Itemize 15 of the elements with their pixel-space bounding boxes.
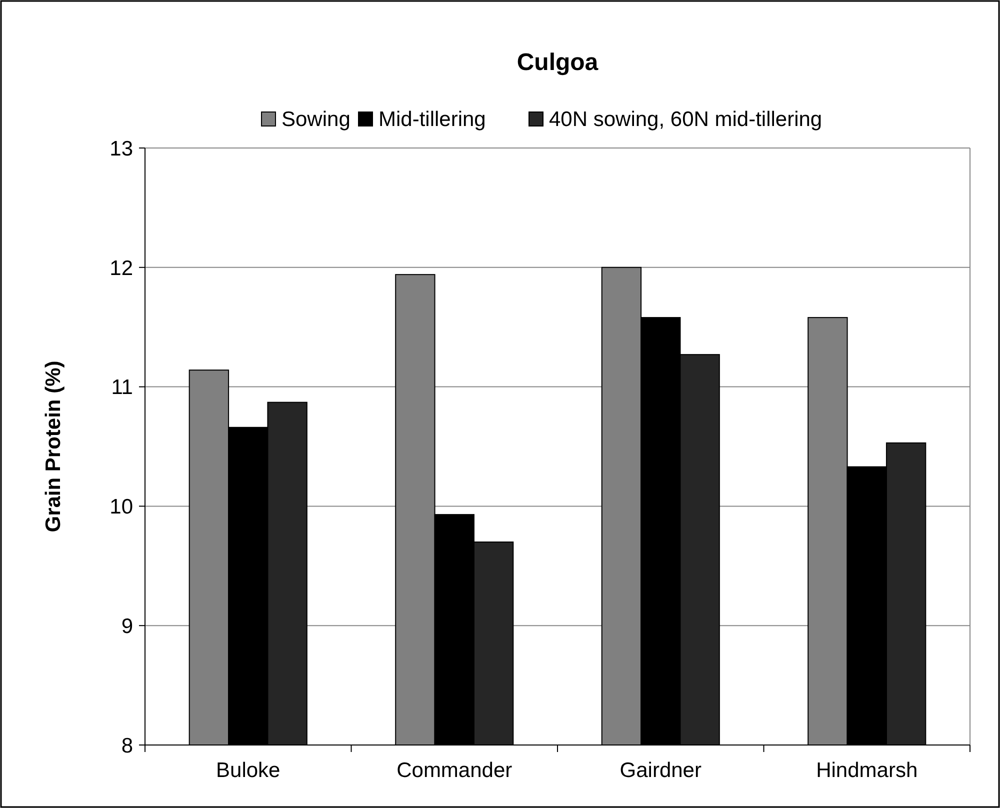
legend-label: Mid-tillering — [378, 108, 486, 131]
y-tick-label: 13 — [110, 137, 133, 160]
y-tick-label: 10 — [110, 496, 133, 519]
chart-title: Culgoa — [516, 49, 599, 76]
y-tick-label: 12 — [110, 256, 133, 280]
y-tick-label: 8 — [121, 734, 133, 758]
legend-label: 40N sowing, 60N mid-tillering — [549, 108, 822, 131]
y-axis-title: Grain Protein (%) — [42, 360, 65, 532]
x-tick-label: Gairdner — [620, 759, 702, 782]
y-tick-label: 9 — [121, 614, 133, 638]
x-tick-label: Buloke — [216, 759, 280, 782]
x-tick-label: Commander — [396, 759, 512, 782]
x-tick-label: Hindmarsh — [816, 759, 918, 782]
y-tick-label: 11 — [111, 376, 133, 400]
legend-label: Sowing — [282, 108, 350, 131]
